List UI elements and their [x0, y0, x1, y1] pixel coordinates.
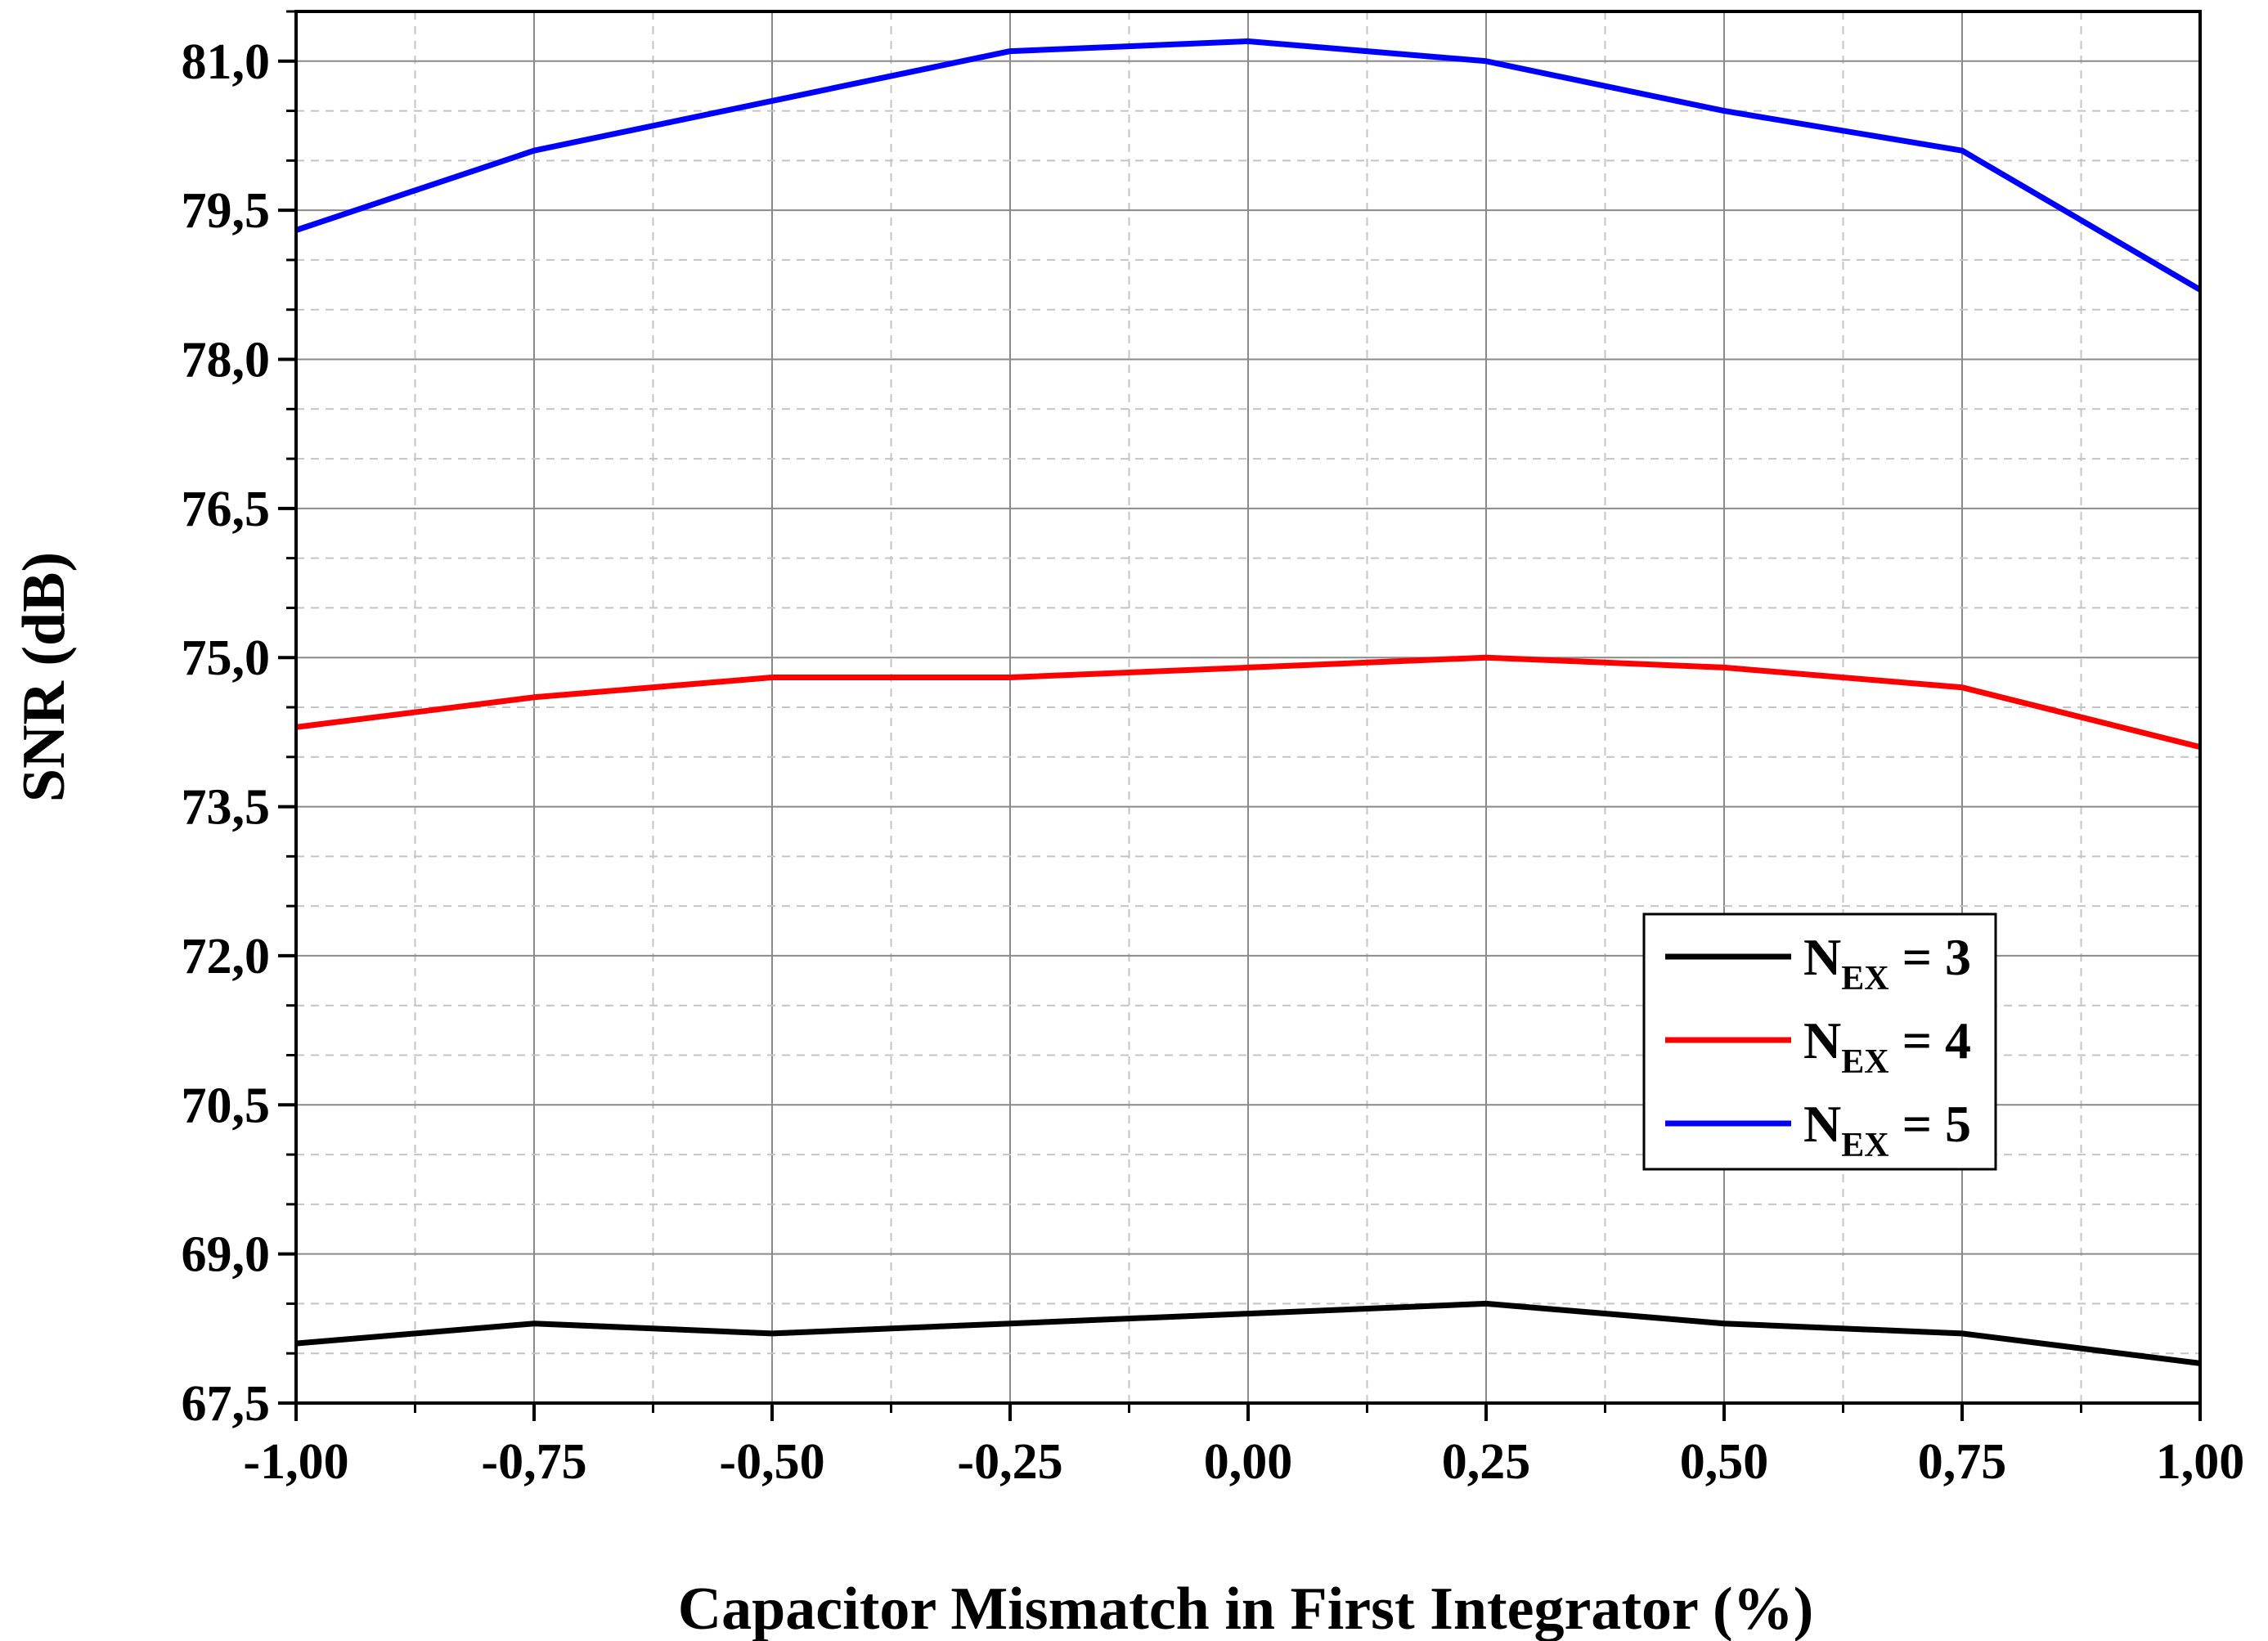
legend-label-nex3-rest: = 3 — [1889, 928, 1971, 986]
grid — [295, 11, 2201, 1404]
tick-labels: -1,00 -0,75 -0,50 -0,25 0,00 0,25 0,50 0,75 1,00… — [182, 34, 2245, 1490]
x-tick-label: 1,00 — [2156, 1434, 2245, 1490]
legend-label-nex4-rest: = 4 — [1889, 1011, 1971, 1069]
legend-label-nex5: NEX = 5 — [1803, 1095, 1971, 1164]
legend-label-nex4-sub: EX — [1841, 1043, 1889, 1081]
x-tick-label: 0,25 — [1442, 1434, 1531, 1490]
y-tick-label: 81,0 — [182, 34, 271, 90]
series-line-nex5 — [294, 38, 2202, 293]
legend-label-nex3: NEX = 3 — [1803, 928, 1971, 998]
x-tick-label: 0,00 — [1204, 1434, 1293, 1490]
x-tick-label: -1,00 — [243, 1434, 348, 1490]
legend-label-nex4-main: N — [1803, 1011, 1841, 1069]
y-tick-label: 70,5 — [182, 1078, 271, 1133]
legend-label-nex3-main: N — [1803, 928, 1841, 986]
x-tick-label: -0,25 — [957, 1434, 1062, 1490]
legend-label-nex5-main: N — [1803, 1095, 1841, 1153]
y-tick-label: 75,0 — [182, 630, 271, 686]
legend-label-nex4: NEX = 4 — [1803, 1011, 1971, 1081]
y-tick-label: 72,0 — [182, 929, 271, 984]
x-tick-label: -0,50 — [719, 1434, 824, 1490]
series-line-nex3 — [295, 1300, 2201, 1366]
y-tick-label: 67,5 — [182, 1376, 271, 1432]
y-tick-label: 79,5 — [182, 183, 271, 239]
series-line-nex4 — [295, 654, 2201, 750]
ticks — [278, 10, 2202, 1421]
legend-label-nex3-sub: EX — [1841, 960, 1889, 998]
y-tick-label: 73,5 — [182, 780, 271, 836]
legend: NEX = 3 NEX = 4 NEX = 5 — [1642, 912, 1997, 1171]
y-tick-label: 78,0 — [182, 333, 271, 388]
x-tick-label: 0,75 — [1918, 1434, 2007, 1490]
x-tick-label: 0,50 — [1680, 1434, 1769, 1490]
series-lines — [294, 38, 2202, 1366]
legend-label-nex5-sub: EX — [1841, 1127, 1889, 1164]
y-tick-label: 76,5 — [182, 482, 271, 537]
x-tick-label: -0,75 — [481, 1434, 586, 1490]
y-tick-label: 69,0 — [182, 1227, 271, 1283]
legend-label-nex5-rest: = 5 — [1889, 1095, 1971, 1153]
y-axis-title: SNR (dB) — [11, 552, 78, 802]
x-axis-title: Capacitor Mismatch in First Integrator (… — [678, 1576, 1814, 1641]
